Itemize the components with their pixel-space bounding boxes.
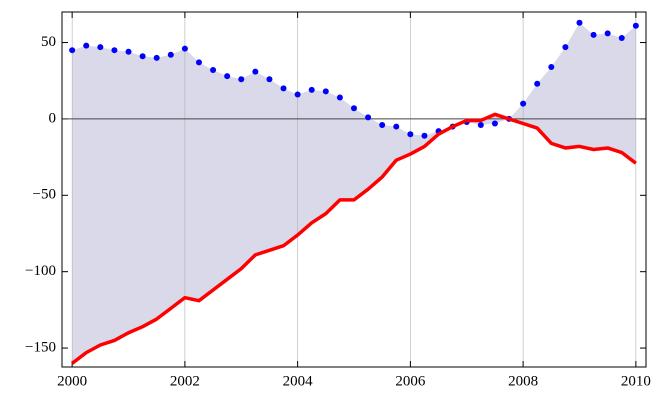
dot (590, 31, 597, 38)
dot (322, 88, 329, 95)
dot (534, 80, 541, 87)
dot (111, 47, 118, 54)
dot (421, 132, 428, 139)
dot (69, 47, 76, 54)
y-tick-label: −100 (25, 263, 56, 279)
dot (153, 54, 160, 61)
dot (336, 94, 343, 101)
dot (562, 44, 569, 51)
y-tick-label: 0 (49, 110, 57, 126)
dot (351, 105, 357, 112)
dot (477, 122, 484, 129)
dot (125, 48, 132, 55)
dot (266, 76, 273, 83)
x-tick-label: 2010 (621, 373, 651, 389)
dot (252, 68, 259, 75)
dot (139, 53, 146, 60)
dot (407, 131, 414, 138)
dot (365, 114, 372, 121)
x-tick-label: 2002 (170, 373, 200, 389)
dot (181, 45, 188, 52)
dot (294, 91, 301, 98)
dot (97, 44, 104, 51)
y-tick-label: −150 (25, 339, 56, 355)
dot (576, 19, 583, 26)
dot (548, 63, 555, 70)
dot (167, 51, 174, 58)
dot (308, 86, 315, 93)
dot (238, 76, 245, 83)
dot (224, 73, 231, 80)
dot (280, 85, 287, 92)
line (71, 112, 637, 365)
dot (618, 34, 625, 41)
dot (379, 122, 386, 129)
dot (491, 120, 498, 127)
dot (604, 30, 611, 37)
dot (210, 67, 217, 74)
x-tick-label: 2004 (283, 373, 314, 389)
dot (520, 100, 527, 107)
y-tick-label: −50 (33, 187, 56, 203)
fill-band (72, 22, 636, 364)
x-tick-label: 2006 (395, 373, 426, 389)
dot (632, 22, 639, 29)
x-tick-label: 2000 (57, 373, 87, 389)
y-tick-label: 50 (41, 34, 56, 50)
dot (393, 123, 400, 130)
dot (195, 59, 202, 66)
x-tick-label: 2008 (508, 373, 538, 389)
dot (83, 42, 90, 49)
plot-frame (61, 11, 647, 368)
